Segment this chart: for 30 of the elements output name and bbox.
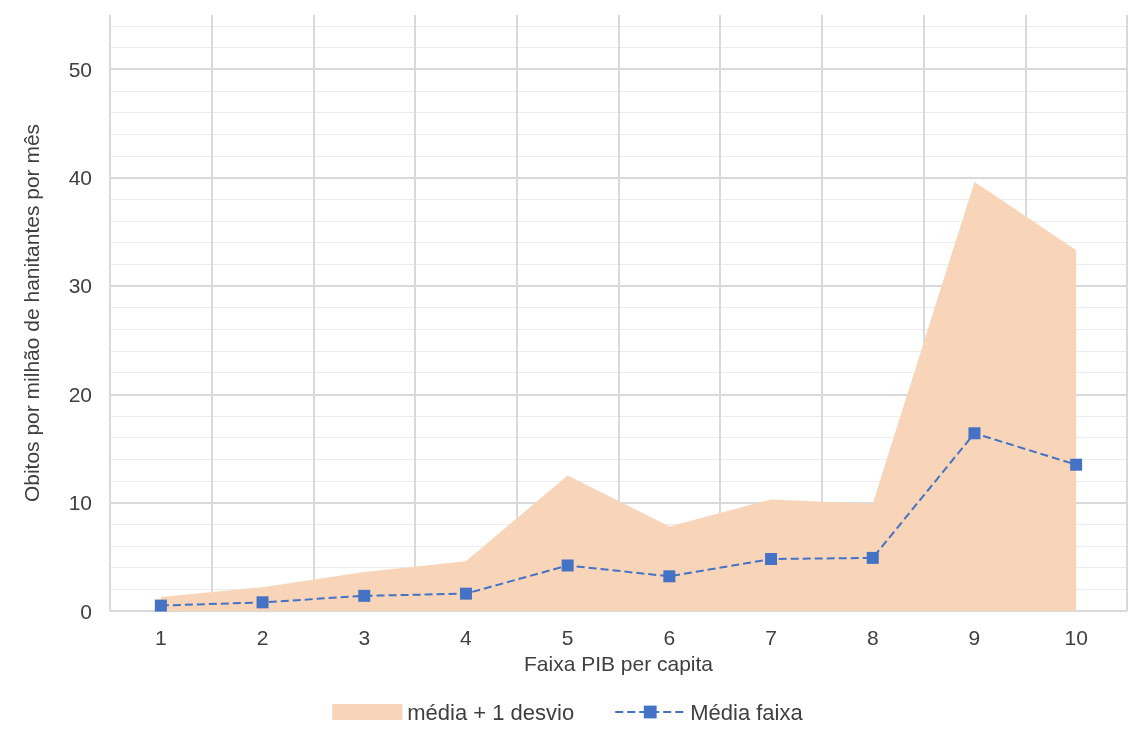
x-tick-label: 4	[460, 626, 473, 649]
legend-label: Média faixa	[690, 699, 804, 725]
y-tick-label: 50	[68, 57, 92, 81]
x-tick-label: 3	[358, 626, 371, 649]
point	[561, 559, 574, 572]
point	[765, 552, 778, 565]
point	[968, 427, 981, 440]
x-tick-label: 9	[968, 626, 981, 649]
y-tick-label: 0	[80, 599, 92, 623]
x-axis-title: Faixa PIB per capita	[523, 652, 714, 675]
y-tick-label: 20	[68, 382, 92, 406]
point	[154, 599, 167, 612]
legend-label: média + 1 desvio	[407, 699, 575, 725]
x-tick-label: 10	[1064, 626, 1088, 649]
point	[459, 587, 472, 600]
y-tick-label: 40	[68, 166, 92, 190]
point	[866, 551, 879, 564]
x-tick-label: 6	[663, 626, 676, 649]
point	[1070, 458, 1083, 471]
x-tick-label: 5	[561, 626, 574, 649]
y-axis-title: Obitos por milhão de hanitantes por mês	[20, 123, 43, 503]
y-tick-label: 10	[68, 491, 92, 515]
x-tick-label: 7	[765, 626, 777, 649]
point	[256, 596, 269, 609]
point	[358, 589, 371, 602]
x-tick-label: 8	[866, 626, 879, 649]
y-tick-label: 30	[68, 274, 92, 298]
x-tick-label: 2	[256, 626, 269, 649]
x-tick-label: 1	[155, 626, 167, 649]
point	[663, 570, 676, 583]
